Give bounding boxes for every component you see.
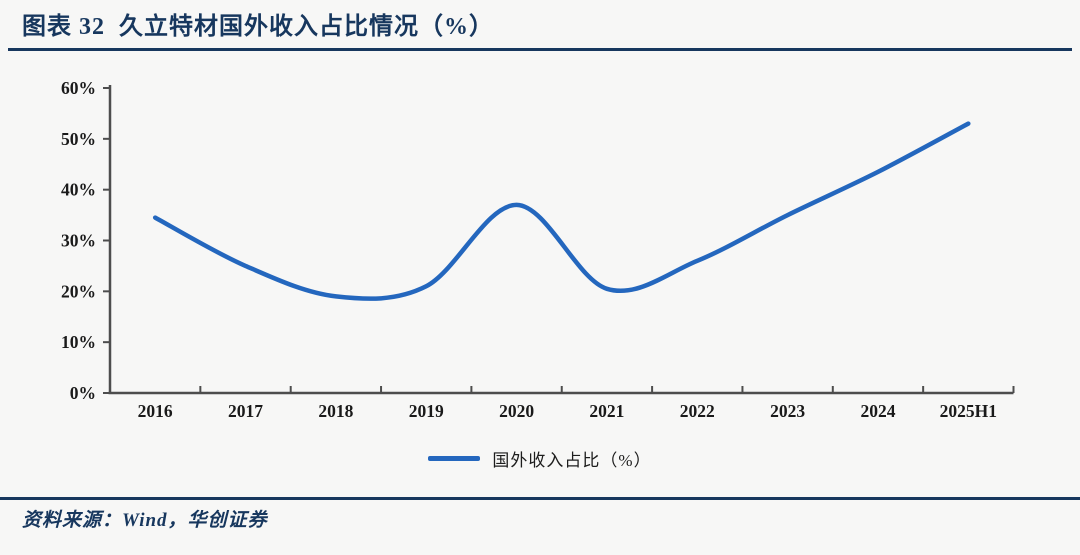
y-tick-label: 10% [61,332,96,352]
x-tick-label: 2025H1 [940,401,997,421]
y-tick-label: 30% [61,231,96,251]
x-tick-label: 2018 [318,401,353,421]
x-tick-label: 2021 [589,401,624,421]
y-tick-label: 60% [61,78,96,98]
x-tick-label: 2016 [138,401,173,421]
overseas-revenue-share-series-line [152,121,971,301]
x-tick-label: 2022 [680,401,715,421]
data-source-note: 资料来源：Wind，华创证券 [22,510,268,531]
y-tick-label: 50% [61,129,96,149]
x-tick-label: 2019 [409,401,444,421]
y-tick-label: 0% [70,383,96,403]
x-tick-label: 2024 [860,401,895,421]
chart-legend: 国外收入占比（%） [0,444,1080,472]
figure-title: 图表 32 久立特材国外收入占比情况（%） [22,14,494,40]
footer-divider-line [0,497,1080,500]
legend-series-label: 国外收入占比（%） [492,450,652,470]
x-tick-label: 2017 [228,401,263,421]
y-tick-label: 20% [61,281,96,301]
x-tick-label: 2020 [499,401,534,421]
title-divider-line [8,48,1072,51]
x-tick-label: 2023 [770,401,805,421]
legend-line-swatch [428,455,481,461]
y-tick-label: 40% [61,180,96,200]
